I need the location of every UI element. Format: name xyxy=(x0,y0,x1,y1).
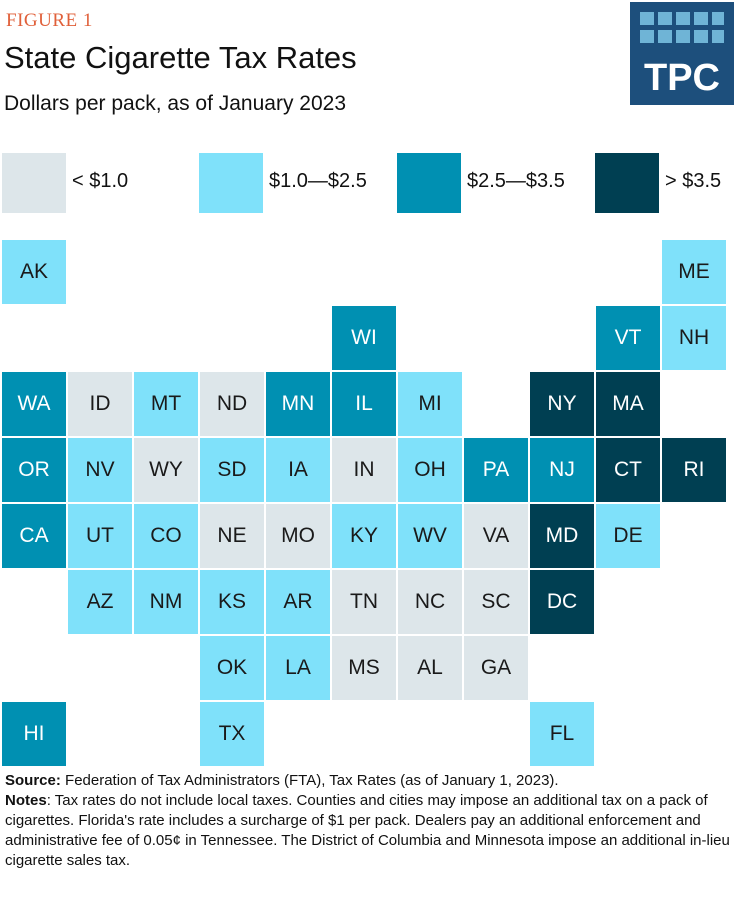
legend-swatch xyxy=(199,153,263,213)
state-tile: NE xyxy=(200,504,264,568)
source: Federation of Tax Administrators (FTA), … xyxy=(65,772,559,789)
state-tile: OR xyxy=(2,438,66,502)
state-tile: AZ xyxy=(68,570,132,634)
state-tile: MD xyxy=(530,504,594,568)
source-label: Source: xyxy=(5,772,61,789)
state-tile: NM xyxy=(134,570,198,634)
legend-swatch xyxy=(2,153,66,213)
state-tile: NJ xyxy=(530,438,594,502)
state-tile: VT xyxy=(596,306,660,370)
state-tile: WY xyxy=(134,438,198,502)
state-tile: WA xyxy=(2,372,66,436)
state-tile: IN xyxy=(332,438,396,502)
state-tile: ID xyxy=(68,372,132,436)
state-tile: NH xyxy=(662,306,726,370)
state-tile: KY xyxy=(332,504,396,568)
state-tile: WV xyxy=(398,504,462,568)
legend-label: < $1.0 xyxy=(72,170,129,192)
footer: Source: Federation of Tax Administrators… xyxy=(5,771,745,871)
state-tile: MN xyxy=(266,372,330,436)
state-tile: DE xyxy=(596,504,660,568)
state-tile: NY xyxy=(530,372,594,436)
figure-label: FIGURE 1 xyxy=(6,10,93,31)
state-tile: OH xyxy=(398,438,462,502)
state-tile: NC xyxy=(398,570,462,634)
state-tile: HI xyxy=(2,702,66,766)
state-tile: AK xyxy=(2,240,66,304)
state-tile: MO xyxy=(266,504,330,568)
notes: : Tax rates do not include local taxes. … xyxy=(5,792,730,869)
legend-label: > $3.5 xyxy=(665,170,722,192)
state-tile: TX xyxy=(200,702,264,766)
state-tile: CT xyxy=(596,438,660,502)
state-tile: SC xyxy=(464,570,528,634)
state-tile: MA xyxy=(596,372,660,436)
state-tile: CO xyxy=(134,504,198,568)
state-tile: FL xyxy=(530,702,594,766)
state-tile: MI xyxy=(398,372,462,436)
logo-text: TPC xyxy=(644,57,720,99)
state-tile: IA xyxy=(266,438,330,502)
state-tile: ND xyxy=(200,372,264,436)
state-tile: VA xyxy=(464,504,528,568)
logo: TPC xyxy=(630,2,734,105)
state-tile: NV xyxy=(68,438,132,502)
legend-swatch xyxy=(595,153,659,213)
state-tile: PA xyxy=(464,438,528,502)
state-tile: GA xyxy=(464,636,528,700)
state-tile: DC xyxy=(530,570,594,634)
legend-label: $2.5—$3.5 xyxy=(467,170,565,192)
state-tile: ME xyxy=(662,240,726,304)
state-tile: IL xyxy=(332,372,396,436)
legend-swatch xyxy=(397,153,461,213)
state-tile: SD xyxy=(200,438,264,502)
state-tile: OK xyxy=(200,636,264,700)
state-tile: CA xyxy=(2,504,66,568)
state-tile: AR xyxy=(266,570,330,634)
state-tile: WI xyxy=(332,306,396,370)
state-tile: AL xyxy=(398,636,462,700)
state-tile: MT xyxy=(134,372,198,436)
title: State Cigarette Tax Rates xyxy=(4,40,357,75)
state-tile: LA xyxy=(266,636,330,700)
state-tile: MS xyxy=(332,636,396,700)
state-tile: KS xyxy=(200,570,264,634)
state-tile: RI xyxy=(662,438,726,502)
state-tile: UT xyxy=(68,504,132,568)
legend-label: $1.0—$2.5 xyxy=(269,170,367,192)
subtitle: Dollars per pack, as of January 2023 xyxy=(4,92,347,115)
notes-label: Notes xyxy=(5,792,47,809)
state-tile: TN xyxy=(332,570,396,634)
